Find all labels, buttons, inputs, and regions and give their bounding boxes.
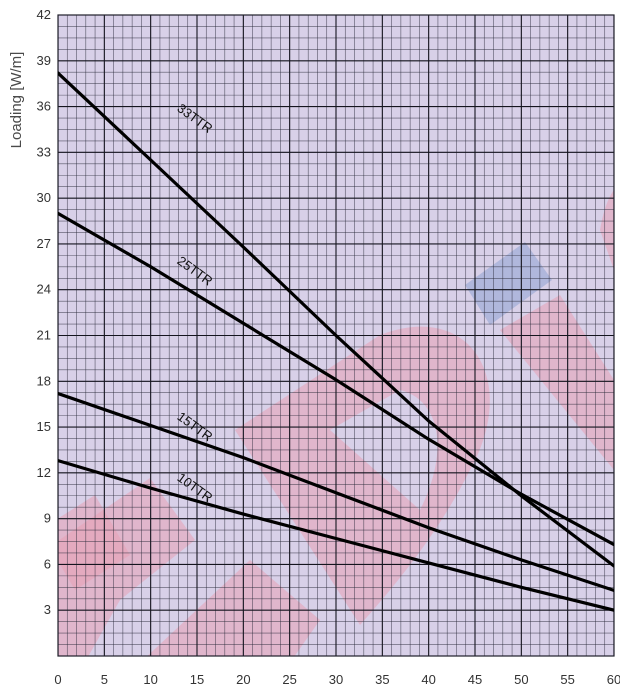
x-tick-label: 0 [54,672,61,687]
y-tick-label: 33 [37,144,51,159]
series-line-25ttr [58,211,614,547]
x-tick-label: 20 [236,672,250,687]
x-tick-label: 40 [421,672,435,687]
x-tick-label: 5 [101,672,108,687]
y-tick-label: 6 [44,556,51,571]
x-tick-label: 10 [143,672,157,687]
x-tick-label: 45 [468,672,482,687]
x-tick-label: 30 [329,672,343,687]
y-tick-label: 39 [37,53,51,68]
y-tick-label: 15 [37,419,51,434]
plot-frame [57,14,615,657]
watermark-logo [58,190,614,656]
y-tick-label: 36 [37,99,51,114]
y-tick-label: 30 [37,190,51,205]
x-tick-label: 35 [375,672,389,687]
x-tick-label: 15 [190,672,204,687]
y-tick-label: 24 [37,282,51,297]
y-tick-label: 27 [37,236,51,251]
logo-letter-i-top [600,190,614,270]
logo-letter-e-foot [147,560,320,656]
series-line-10ttr [58,459,614,612]
series-lines [58,71,614,612]
logo-letter-i-bar [500,295,614,470]
x-tick-label: 60 [607,672,620,687]
series-line-15ttr [58,391,614,593]
y-tick-label: 42 [37,7,51,22]
y-tick-label: 9 [44,511,51,526]
y-axis-title: Loading [W/m] [8,52,25,149]
y-tick-label: 21 [37,328,51,343]
y-tick-label: 3 [44,602,51,617]
x-tick-label: 50 [514,672,528,687]
x-tick-label: 55 [560,672,574,687]
y-tick-label: 18 [37,373,51,388]
major-grid [58,15,614,656]
x-tick-labels: 0 5 10 15 20 25 30 35 40 45 50 55 60 [54,672,620,687]
x-tick-label: 25 [282,672,296,687]
y-tick-label: 12 [37,465,51,480]
logo-letter-i-dot [465,242,552,325]
